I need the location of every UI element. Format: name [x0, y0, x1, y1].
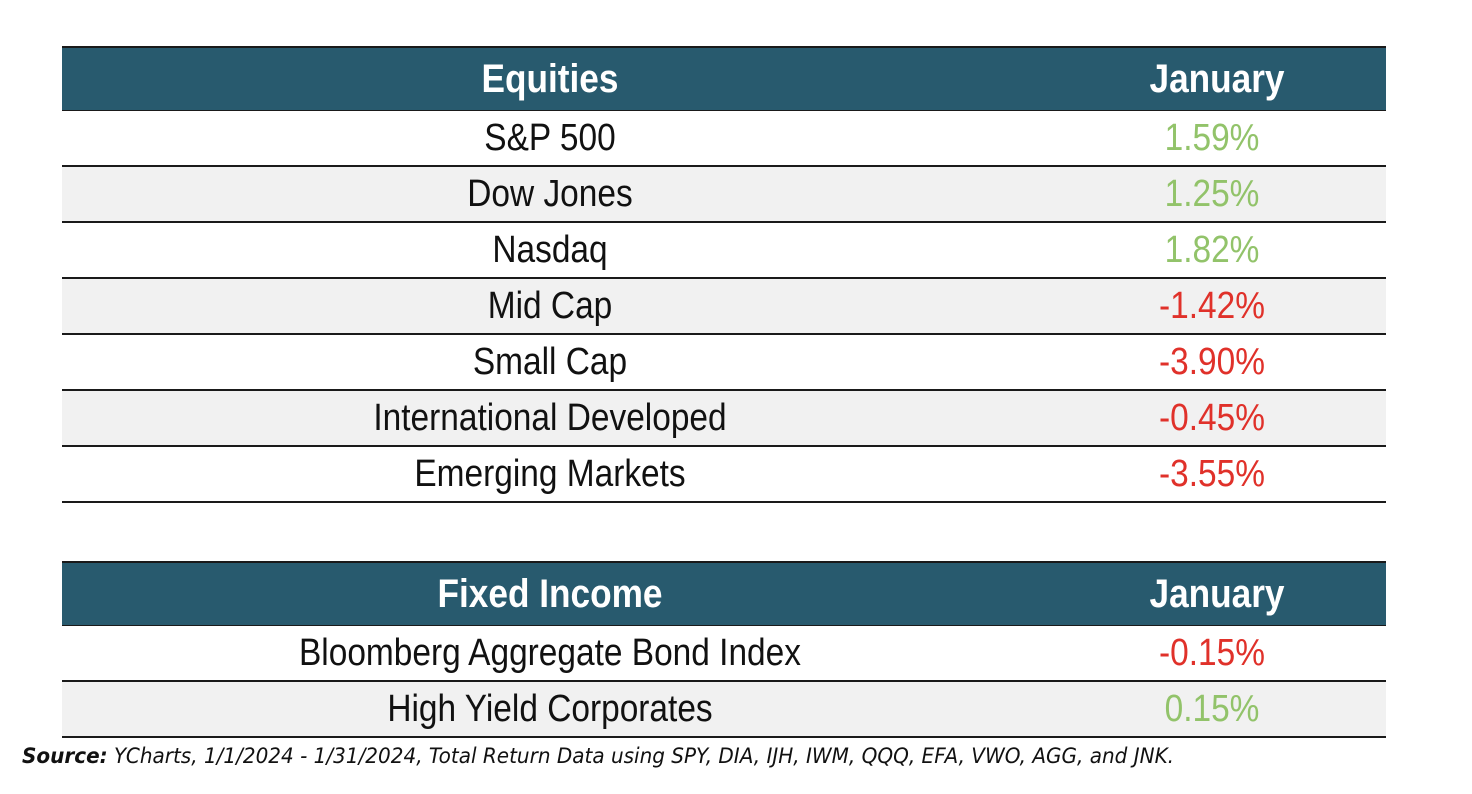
row-label: International Developed [373, 396, 727, 439]
source-label: Source: [22, 744, 108, 769]
fixed-income-header-row: Fixed Income January [62, 563, 1386, 626]
fixed-income-header-label: Fixed Income [437, 571, 663, 616]
equities-header-row: Equities January [62, 48, 1386, 111]
row-value: -0.15% [1159, 631, 1265, 674]
equities-period-header: January [1149, 56, 1285, 101]
row-value: 0.15% [1164, 687, 1260, 730]
table-row: Dow Jones 1.25% [62, 167, 1386, 223]
row-label: Nasdaq [492, 228, 608, 271]
table-row: Emerging Markets -3.55% [62, 447, 1386, 503]
table-row: International Developed -0.45% [62, 391, 1386, 447]
row-label: Emerging Markets [414, 452, 686, 495]
row-label: Mid Cap [487, 284, 613, 327]
equities-table: Equities January S&P 500 1.59% Dow Jones… [62, 46, 1386, 503]
table-row: Mid Cap -1.42% [62, 279, 1386, 335]
row-label: High Yield Corporates [387, 687, 713, 730]
row-label: Dow Jones [467, 172, 633, 215]
row-value: -3.55% [1159, 452, 1265, 495]
row-value: -3.90% [1159, 340, 1265, 383]
fixed-income-period-header: January [1149, 571, 1285, 616]
row-value: 1.82% [1164, 228, 1260, 271]
table-row: Nasdaq 1.82% [62, 223, 1386, 279]
row-value: 1.25% [1164, 172, 1260, 215]
table-row: Bloomberg Aggregate Bond Index -0.15% [62, 626, 1386, 682]
table-row: Small Cap -3.90% [62, 335, 1386, 391]
fixed-income-table: Fixed Income January Bloomberg Aggregate… [62, 561, 1386, 738]
source-text: YCharts, 1/1/2024 - 1/31/2024, Total Ret… [107, 744, 1175, 769]
source-footnote: Source: YCharts, 1/1/2024 - 1/31/2024, T… [22, 744, 1174, 769]
table-row: High Yield Corporates 0.15% [62, 682, 1386, 738]
row-label: S&P 500 [484, 116, 616, 159]
equities-header-label: Equities [481, 56, 619, 101]
row-label: Small Cap [472, 340, 628, 383]
row-value: -1.42% [1159, 284, 1265, 327]
row-value: -0.45% [1159, 396, 1265, 439]
table-row: S&P 500 1.59% [62, 111, 1386, 167]
row-label: Bloomberg Aggregate Bond Index [299, 631, 801, 674]
row-value: 1.59% [1164, 116, 1260, 159]
